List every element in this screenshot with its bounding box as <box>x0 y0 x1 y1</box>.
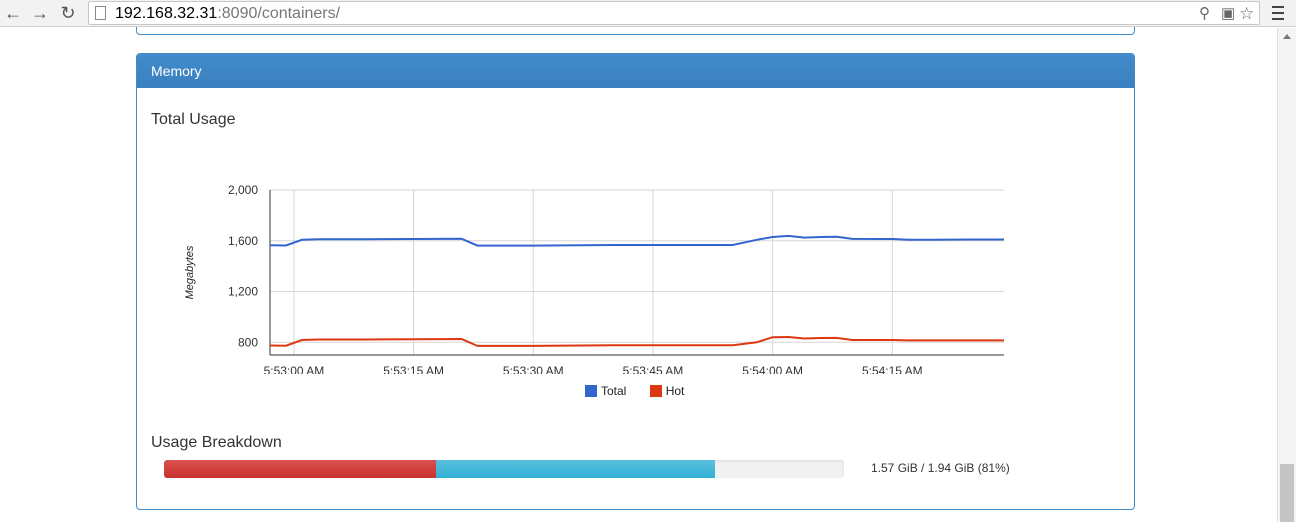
usage-breakdown-title: Usage Breakdown <box>151 434 282 451</box>
usage-text: 1.57 GiB / 1.94 GiB (81%) <box>871 461 1010 475</box>
x-tick-label: 5:53:15 AM <box>383 364 444 374</box>
progress-segment-hot <box>164 460 436 478</box>
x-tick-label: 5:54:00 AM <box>742 364 803 374</box>
x-tick-label: 5:54:15 AM <box>862 364 923 374</box>
usage-progress-bar <box>164 460 844 478</box>
memory-panel: Memory Total Usage 800 1,200 1,600 2,000 5:5… <box>136 53 1135 510</box>
url-text[interactable]: 192.168.32.31:8090/containers/ <box>115 4 340 24</box>
y-axis-title: Megabytes <box>184 245 196 299</box>
scroll-thumb[interactable] <box>1280 464 1294 522</box>
address-bar[interactable]: 192.168.32.31:8090/containers/ ⚲ ▣ ☆ <box>88 1 1260 25</box>
legend-label-hot: Hot <box>665 384 685 398</box>
x-tick-label: 5:53:00 AM <box>264 364 325 374</box>
legend-swatch-total <box>585 385 597 397</box>
y-tick-label: 1,600 <box>228 234 258 248</box>
total-usage-title: Total Usage <box>151 111 236 128</box>
vertical-scrollbar[interactable] <box>1277 28 1296 522</box>
x-tick-label: 5:53:30 AM <box>503 364 564 374</box>
zoom-icon[interactable]: ⚲ <box>1199 5 1210 22</box>
legend-item-hot[interactable]: Hot <box>649 384 685 398</box>
series-line-total <box>269 234 1004 247</box>
legend-item-total[interactable]: Total <box>585 384 626 398</box>
y-tick-label: 2,000 <box>228 183 258 197</box>
memory-usage-chart: 800 1,200 1,600 2,000 5:53:00 AM 5:53:15 AM 5:… <box>184 183 1004 374</box>
browser-toolbar: ← → ↻ 192.168.32.31:8090/containers/ ⚲ ▣… <box>0 0 1296 27</box>
scroll-up-arrow-icon[interactable] <box>1283 34 1291 39</box>
url-host: 192.168.32.31 <box>115 5 218 22</box>
url-path: :8090/containers/ <box>217 5 341 22</box>
panel-heading: Memory <box>137 54 1134 88</box>
back-arrow-icon[interactable]: ← <box>4 3 22 23</box>
legend-label-total: Total <box>601 384 627 398</box>
page-icon <box>95 6 106 20</box>
reload-icon[interactable]: ↻ <box>60 3 76 23</box>
bookmark-star-icon[interactable]: ☆ <box>1239 4 1255 23</box>
chart-legend: Total Hot <box>585 384 704 398</box>
series-line-hot <box>269 335 1004 347</box>
legend-swatch-hot <box>649 385 662 397</box>
progress-segment-total <box>436 460 715 478</box>
forward-arrow-icon[interactable]: → <box>31 3 49 23</box>
previous-panel-bottom <box>136 27 1135 35</box>
x-tick-label: 5:53:45 AM <box>623 364 684 374</box>
y-tick-label: 800 <box>238 335 258 349</box>
y-tick-label: 1,200 <box>228 285 258 299</box>
translate-icon[interactable]: ▣ <box>1221 5 1236 22</box>
browser-menu-icon[interactable] <box>1268 2 1288 24</box>
